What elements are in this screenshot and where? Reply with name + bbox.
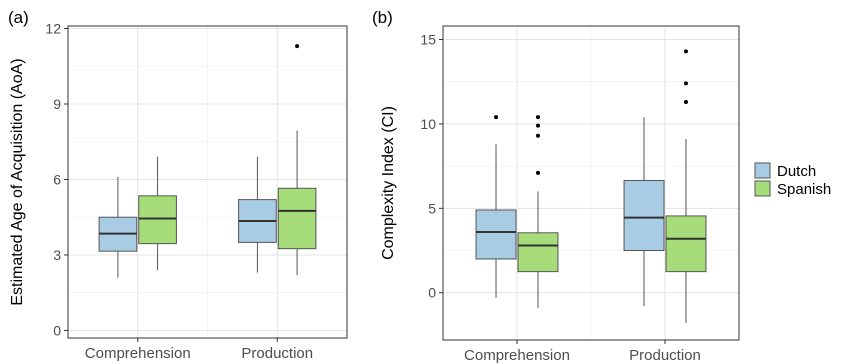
y-tick-label: 0	[428, 285, 436, 301]
box-dutch	[475, 209, 517, 260]
outlier-point	[494, 115, 499, 120]
outlier-point	[535, 133, 540, 138]
box-spanish	[665, 215, 707, 273]
y-tick-label: 10	[420, 116, 436, 132]
legend-label-spanish: Spanish	[777, 181, 831, 198]
legend-label-dutch: Dutch	[777, 163, 816, 180]
legend-swatch-dutch	[754, 162, 771, 179]
plot-border	[67, 25, 348, 339]
y-tick-label: 0	[53, 322, 61, 338]
outlier-point	[683, 81, 688, 86]
x-tick-label: Production	[241, 345, 313, 362]
x-tick-label: Comprehension	[85, 345, 191, 362]
plot-border	[442, 25, 740, 341]
outlier-point	[535, 115, 540, 120]
box-spanish	[277, 187, 317, 250]
x-tick-label: Production	[629, 347, 701, 364]
y-tick-label: 6	[53, 171, 61, 187]
panel-b-label: (b)	[372, 8, 393, 27]
panel-a-label: (a)	[8, 8, 29, 27]
y-tick-label: 9	[53, 96, 61, 112]
y-tick-label: 5	[428, 200, 436, 216]
legend: Dutch Spanish	[754, 162, 831, 198]
y-tick-label: 3	[53, 247, 61, 263]
outlier-point	[683, 99, 688, 104]
y-tick-label: 12	[45, 21, 61, 37]
box-dutch	[623, 179, 665, 252]
outlier-point	[535, 123, 540, 128]
panel-a: (a) 0 3 6 9 12 Comprehension Production Estimat…	[8, 8, 348, 362]
outlier-point	[295, 44, 300, 49]
panel-b: (b) 0 5 10 15 Comprehension Production Complex…	[372, 8, 740, 364]
box-spanish	[138, 195, 177, 245]
x-tick-label: Comprehension	[464, 347, 570, 364]
y-axis-title: Estimated Age of Acquisition (AoA)	[9, 58, 26, 305]
box-spanish	[517, 232, 559, 273]
outlier-point	[683, 49, 688, 54]
legend-swatch-spanish	[754, 180, 771, 197]
outlier-point	[535, 170, 540, 175]
y-axis-title: Complexity Index (CI)	[380, 106, 397, 260]
y-tick-label: 15	[420, 32, 436, 48]
